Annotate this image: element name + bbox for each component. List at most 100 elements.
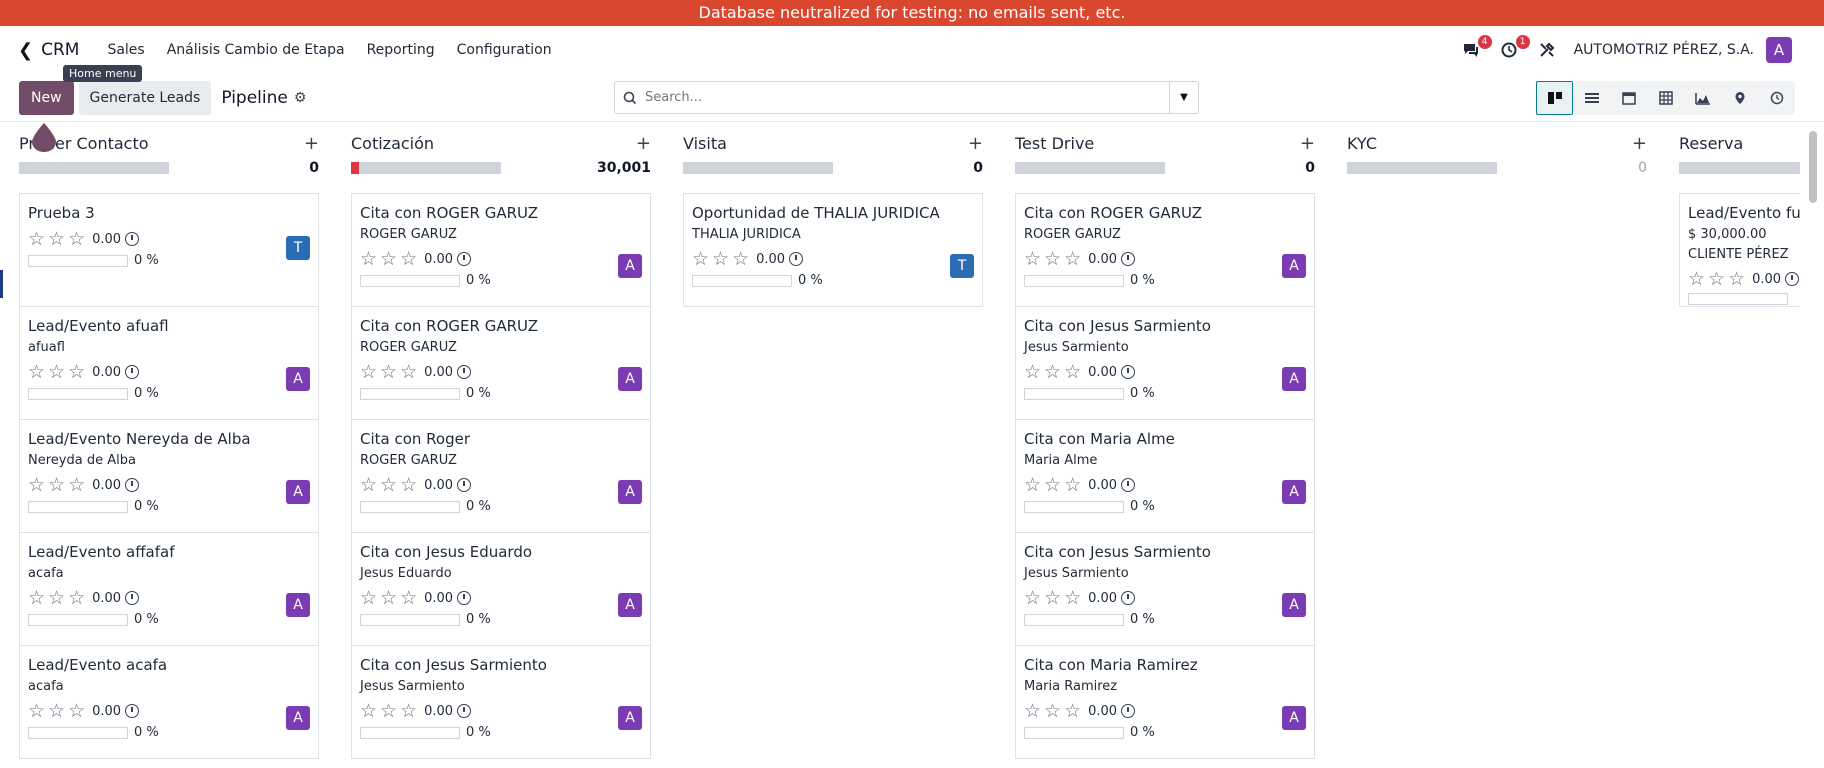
priority-stars-icon[interactable]: ☆☆☆ xyxy=(1024,700,1085,722)
activity-view-button[interactable] xyxy=(1758,81,1795,115)
menu-reporting[interactable]: Reporting xyxy=(366,42,435,58)
assigned-user-avatar[interactable]: A xyxy=(286,480,310,504)
list-view-button[interactable] xyxy=(1573,81,1610,115)
debug-tools-button[interactable] xyxy=(1534,37,1560,63)
lead-card[interactable]: Cita con ROGER GARUZ ROGER GARUZ ☆☆☆ 0.00 0 … xyxy=(351,306,651,420)
graph-view-button[interactable] xyxy=(1684,81,1721,115)
priority-stars-icon[interactable]: ☆☆☆ xyxy=(28,700,89,722)
gear-icon[interactable]: ⚙ xyxy=(293,89,307,106)
assigned-user-avatar[interactable]: A xyxy=(618,706,642,730)
lead-card[interactable]: Lead/Evento afuafl afuafl ☆☆☆ 0.00 0 % A xyxy=(19,306,319,420)
column-progress-bar[interactable] xyxy=(1015,162,1165,174)
assigned-user-avatar[interactable]: A xyxy=(1282,367,1306,391)
priority-stars-icon[interactable]: ☆☆☆ xyxy=(28,228,89,250)
lead-card[interactable]: Cita con ROGER GARUZ ROGER GARUZ ☆☆☆ 0.00 0 … xyxy=(351,193,651,307)
generate-leads-button[interactable]: Generate Leads xyxy=(78,80,212,115)
lead-card[interactable]: Cita con Jesus Sarmiento Jesus Sarmiento ☆… xyxy=(1015,306,1315,420)
vertical-scrollbar[interactable] xyxy=(1809,131,1817,203)
assigned-user-avatar[interactable]: T xyxy=(950,254,974,278)
activity-clock-icon[interactable] xyxy=(1121,704,1136,718)
assigned-user-avatar[interactable]: A xyxy=(286,367,310,391)
assigned-user-avatar[interactable]: A xyxy=(1282,254,1306,278)
activity-clock-icon[interactable] xyxy=(457,591,472,605)
priority-stars-icon[interactable]: ☆☆☆ xyxy=(360,361,421,383)
priority-stars-icon[interactable]: ☆☆☆ xyxy=(360,474,421,496)
column-progress-bar[interactable] xyxy=(19,162,169,174)
priority-stars-icon[interactable]: ☆☆☆ xyxy=(360,587,421,609)
menu-configuration[interactable]: Configuration xyxy=(456,42,552,58)
home-menu-button[interactable]: ❮ CRM xyxy=(18,40,79,61)
assigned-user-avatar[interactable]: T xyxy=(286,236,310,260)
priority-stars-icon[interactable]: ☆☆☆ xyxy=(28,474,89,496)
activity-clock-icon[interactable] xyxy=(1121,591,1136,605)
plus-icon[interactable]: + xyxy=(1299,132,1315,154)
activity-clock-icon[interactable] xyxy=(125,232,140,246)
map-view-button[interactable] xyxy=(1721,81,1758,115)
assigned-user-avatar[interactable]: A xyxy=(1282,593,1306,617)
lead-card[interactable]: Cita con Jesus Eduardo Jesus Eduardo ☆☆☆ 0.… xyxy=(351,532,651,646)
lead-card[interactable]: Lead/Evento affafaf acafa ☆☆☆ 0.00 0 % A xyxy=(19,532,319,646)
column-title[interactable]: KYC xyxy=(1347,133,1377,153)
activity-clock-icon[interactable] xyxy=(125,478,140,492)
messages-button[interactable]: 4 xyxy=(1458,35,1492,63)
column-title[interactable]: Test Drive xyxy=(1015,133,1095,153)
priority-stars-icon[interactable]: ☆☆☆ xyxy=(1024,587,1085,609)
assigned-user-avatar[interactable]: A xyxy=(286,593,310,617)
activity-clock-icon[interactable] xyxy=(125,365,140,379)
plus-icon[interactable]: + xyxy=(1631,132,1647,154)
lead-card[interactable]: Cita con Roger ROGER GARUZ ☆☆☆ 0.00 0 % A xyxy=(351,419,651,533)
priority-stars-icon[interactable]: ☆☆☆ xyxy=(360,700,421,722)
assigned-user-avatar[interactable]: A xyxy=(1282,480,1306,504)
lead-card[interactable]: Cita con ROGER GARUZ ROGER GARUZ ☆☆☆ 0.00 0 … xyxy=(1015,193,1315,307)
new-button[interactable]: New xyxy=(19,80,74,115)
activity-clock-icon[interactable] xyxy=(125,704,140,718)
activity-clock-icon[interactable] xyxy=(1121,365,1136,379)
menu-sales[interactable]: Sales xyxy=(107,42,145,58)
kanban-view-button[interactable] xyxy=(1536,81,1573,115)
activity-clock-icon[interactable] xyxy=(789,252,804,266)
priority-stars-icon[interactable]: ☆☆☆ xyxy=(1024,474,1085,496)
assigned-user-avatar[interactable]: A xyxy=(618,367,642,391)
assigned-user-avatar[interactable]: A xyxy=(618,254,642,278)
pivot-view-button[interactable] xyxy=(1647,81,1684,115)
lead-card[interactable]: Cita con Maria Ramirez Maria Ramirez ☆☆☆ 0.… xyxy=(1015,645,1315,759)
lead-card[interactable]: Lead/Evento Nereyda de Alba Nereyda de Al… xyxy=(19,419,319,533)
activity-clock-icon[interactable] xyxy=(457,252,472,266)
assigned-user-avatar[interactable]: A xyxy=(286,706,310,730)
column-title[interactable]: Reserva xyxy=(1679,133,1744,153)
column-progress-bar[interactable] xyxy=(351,162,501,174)
activity-clock-icon[interactable] xyxy=(1121,252,1136,266)
search-input[interactable] xyxy=(645,90,1169,105)
lead-card[interactable]: Lead/Evento ful $ 30,000.00 CLIENTE PÉREZ ☆… xyxy=(1679,193,1800,307)
search-options-toggle[interactable]: ▼ xyxy=(1169,82,1198,113)
column-progress-bar[interactable] xyxy=(1347,162,1497,174)
plus-icon[interactable]: + xyxy=(303,132,319,154)
user-avatar[interactable]: A xyxy=(1766,37,1792,63)
plus-icon[interactable]: + xyxy=(635,132,651,154)
column-title[interactable]: Cotización xyxy=(351,133,435,153)
activity-clock-icon[interactable] xyxy=(457,365,472,379)
priority-stars-icon[interactable]: ☆☆☆ xyxy=(360,248,421,270)
activities-button[interactable]: 1 xyxy=(1496,35,1530,63)
activity-clock-icon[interactable] xyxy=(1121,478,1136,492)
assigned-user-avatar[interactable]: A xyxy=(618,480,642,504)
priority-stars-icon[interactable]: ☆☆☆ xyxy=(28,587,89,609)
priority-stars-icon[interactable]: ☆☆☆ xyxy=(1688,268,1749,290)
column-progress-bar[interactable] xyxy=(683,162,833,174)
column-progress-bar[interactable] xyxy=(1679,162,1800,174)
assigned-user-avatar[interactable]: A xyxy=(1282,706,1306,730)
lead-card[interactable]: Lead/Evento acafa acafa ☆☆☆ 0.00 0 % A xyxy=(19,645,319,759)
column-title[interactable]: Visita xyxy=(683,133,727,153)
lead-card[interactable]: Cita con Jesus Sarmiento Jesus Sarmiento ☆… xyxy=(351,645,651,759)
priority-stars-icon[interactable]: ☆☆☆ xyxy=(28,361,89,383)
calendar-view-button[interactable] xyxy=(1610,81,1647,115)
lead-card[interactable]: Cita con Maria Alme Maria Alme ☆☆☆ 0.00 0 % A xyxy=(1015,419,1315,533)
priority-stars-icon[interactable]: ☆☆☆ xyxy=(1024,248,1085,270)
activity-clock-icon[interactable] xyxy=(125,591,140,605)
assigned-user-avatar[interactable]: A xyxy=(618,593,642,617)
plus-icon[interactable]: + xyxy=(967,132,983,154)
lead-card[interactable]: Cita con Jesus Sarmiento Jesus Sarmiento ☆… xyxy=(1015,532,1315,646)
activity-clock-icon[interactable] xyxy=(457,478,472,492)
priority-stars-icon[interactable]: ☆☆☆ xyxy=(1024,361,1085,383)
activity-clock-icon[interactable] xyxy=(457,704,472,718)
